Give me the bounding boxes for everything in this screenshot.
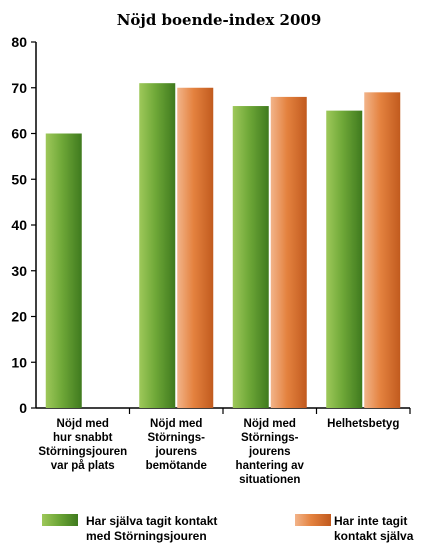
category-label-line: Störnings- [241,432,299,444]
category-label: Nöjd med Störnings-jourens hantering av sit… [236,418,305,486]
bars [45,83,401,409]
legend-label-line: Har själva tagit kontakt [86,514,217,528]
category-label-line: Störningsjouren [38,446,127,458]
legend-label-1: Har själva tagit kontakt med Störningsjou… [86,514,217,543]
bar-series-1 [139,83,176,409]
category-label-line: Nöjd med [57,418,109,430]
category-label-line: hantering av [236,460,305,472]
category-label-line: Störnings- [148,432,206,444]
category-label-line: var på plats [51,460,115,472]
legend-label-line: kontakt själva [334,529,414,543]
category-label-line: jourens [248,446,291,458]
category-label-line: Helhetsbetyg [327,418,399,430]
category-labels: Nöjd med hur snabbt Störningsjouren var på … [38,418,399,486]
y-axis: 0 10 20 30 40 50 60 70 80 [11,34,37,416]
legend: Har själva tagit kontakt med Störningsjou… [42,514,414,543]
bar-series-1 [326,110,363,408]
y-tick-label: 30 [11,263,27,279]
y-tick-label: 20 [11,309,27,325]
y-tick-label: 80 [11,34,27,50]
bar-series-1 [232,106,269,409]
bar-series-2 [177,87,214,408]
x-axis [36,407,411,414]
y-tick-label: 70 [11,80,27,96]
category-label: Nöjd med hur snabbt Störningsjouren var på … [38,418,127,472]
category-label-line: bemötande [146,460,207,472]
category-label-line: Nöjd med [244,418,296,430]
chart-title: Nöjd boende-index 2009 [117,11,322,29]
bar-series-1 [45,133,82,408]
category-label: Nöjd med Störnings-jourens bemötande [146,418,207,472]
category-label: Helhetsbetyg [327,418,399,430]
legend-swatch-1 [42,514,78,526]
legend-label-line: med Störningsjouren [86,529,207,543]
category-label-line: Nöjd med [150,418,202,430]
legend-label-2: Har inte tagit kontakt själva [334,514,414,543]
y-tick-label: 60 [11,126,27,142]
bar-series-2 [364,92,401,408]
category-label-line: jourens [154,446,197,458]
bar-series-2 [270,96,307,409]
y-tick-label: 0 [19,400,27,416]
legend-swatch-2 [295,514,331,526]
category-label-line: hur snabbt [53,432,113,444]
legend-label-line: Har inte tagit [334,514,407,528]
y-tick-label: 10 [11,354,27,370]
y-tick-label: 50 [11,171,27,187]
y-tick-label: 40 [11,217,27,233]
category-label-line: situationen [239,474,300,486]
